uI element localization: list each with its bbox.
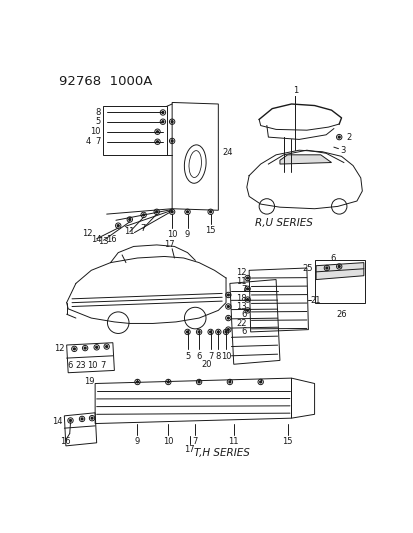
- Text: 14: 14: [52, 417, 63, 426]
- Circle shape: [198, 381, 199, 383]
- Circle shape: [228, 381, 230, 383]
- Text: 6: 6: [330, 254, 335, 263]
- Text: 6: 6: [67, 361, 72, 370]
- Text: 16: 16: [59, 437, 70, 446]
- Text: 9: 9: [135, 437, 140, 446]
- Text: 6: 6: [196, 352, 201, 361]
- Circle shape: [227, 317, 229, 319]
- Text: 10: 10: [166, 230, 177, 238]
- Text: 4: 4: [86, 137, 91, 146]
- Circle shape: [117, 225, 119, 227]
- Circle shape: [186, 211, 188, 213]
- Text: 11: 11: [236, 277, 246, 286]
- Text: 14: 14: [91, 235, 102, 244]
- Text: 92768  1000A: 92768 1000A: [59, 75, 152, 88]
- Text: 10: 10: [88, 361, 98, 370]
- Text: 5: 5: [185, 352, 190, 361]
- Text: 12: 12: [54, 344, 64, 353]
- Text: 17: 17: [184, 445, 195, 454]
- Circle shape: [198, 331, 199, 333]
- Circle shape: [73, 348, 75, 350]
- Text: 10: 10: [163, 437, 173, 446]
- Circle shape: [91, 417, 93, 419]
- Circle shape: [209, 331, 211, 333]
- Polygon shape: [316, 263, 363, 280]
- Text: 15: 15: [205, 225, 215, 235]
- Circle shape: [246, 310, 248, 311]
- Circle shape: [156, 141, 158, 143]
- Circle shape: [171, 211, 173, 213]
- Text: 26: 26: [335, 310, 346, 319]
- Text: 6: 6: [241, 327, 246, 336]
- Circle shape: [161, 121, 164, 123]
- Circle shape: [246, 277, 248, 279]
- Circle shape: [167, 381, 169, 383]
- Text: 5: 5: [95, 117, 100, 126]
- Circle shape: [69, 419, 71, 422]
- Circle shape: [227, 329, 229, 330]
- Circle shape: [337, 265, 339, 268]
- Text: 22: 22: [236, 319, 246, 328]
- Circle shape: [171, 140, 173, 142]
- Text: 10: 10: [220, 352, 231, 361]
- Text: 21: 21: [310, 296, 320, 305]
- Text: 13: 13: [98, 237, 109, 246]
- Circle shape: [156, 131, 158, 133]
- Circle shape: [337, 136, 339, 138]
- Text: 12: 12: [236, 268, 246, 277]
- Circle shape: [155, 211, 157, 213]
- Text: 7: 7: [100, 361, 105, 370]
- Text: 13: 13: [236, 302, 246, 311]
- Text: 11: 11: [228, 437, 238, 446]
- Text: 15: 15: [282, 437, 292, 446]
- Text: 7: 7: [95, 137, 100, 146]
- Text: 24: 24: [222, 148, 232, 157]
- Circle shape: [217, 331, 219, 333]
- Text: 11: 11: [124, 227, 135, 236]
- Text: 6: 6: [241, 311, 246, 319]
- Text: 8: 8: [215, 352, 221, 361]
- Text: 1: 1: [292, 86, 297, 95]
- Text: 25: 25: [302, 263, 312, 272]
- Circle shape: [128, 219, 131, 221]
- Text: R,U SERIES: R,U SERIES: [254, 219, 312, 228]
- Circle shape: [105, 345, 107, 348]
- Text: 23: 23: [75, 361, 85, 370]
- Circle shape: [246, 298, 248, 301]
- Text: 18: 18: [236, 294, 246, 303]
- Circle shape: [95, 346, 97, 348]
- Text: 20: 20: [201, 360, 211, 369]
- Text: 7: 7: [241, 285, 246, 294]
- Text: 7: 7: [207, 352, 213, 361]
- Text: 3: 3: [339, 146, 344, 155]
- Polygon shape: [279, 155, 331, 164]
- Circle shape: [209, 211, 211, 213]
- Circle shape: [186, 331, 188, 333]
- Circle shape: [81, 418, 83, 420]
- Circle shape: [259, 381, 261, 383]
- Circle shape: [142, 214, 144, 216]
- Circle shape: [225, 331, 226, 333]
- Text: 9: 9: [185, 230, 190, 238]
- Circle shape: [227, 294, 229, 296]
- Circle shape: [325, 267, 327, 269]
- Text: 10: 10: [90, 127, 100, 136]
- Circle shape: [84, 347, 86, 349]
- Text: 17: 17: [164, 239, 175, 248]
- Text: 2: 2: [345, 133, 351, 142]
- Circle shape: [161, 111, 164, 114]
- Circle shape: [136, 381, 138, 383]
- Text: 7: 7: [192, 437, 197, 446]
- Circle shape: [227, 305, 229, 308]
- Text: 7: 7: [140, 224, 145, 233]
- Text: 16: 16: [106, 235, 116, 244]
- Text: 19: 19: [84, 377, 95, 385]
- Circle shape: [246, 288, 248, 290]
- Text: 12: 12: [82, 229, 93, 238]
- Text: T,H SERIES: T,H SERIES: [194, 448, 249, 458]
- Circle shape: [171, 121, 173, 123]
- Text: 8: 8: [95, 108, 100, 117]
